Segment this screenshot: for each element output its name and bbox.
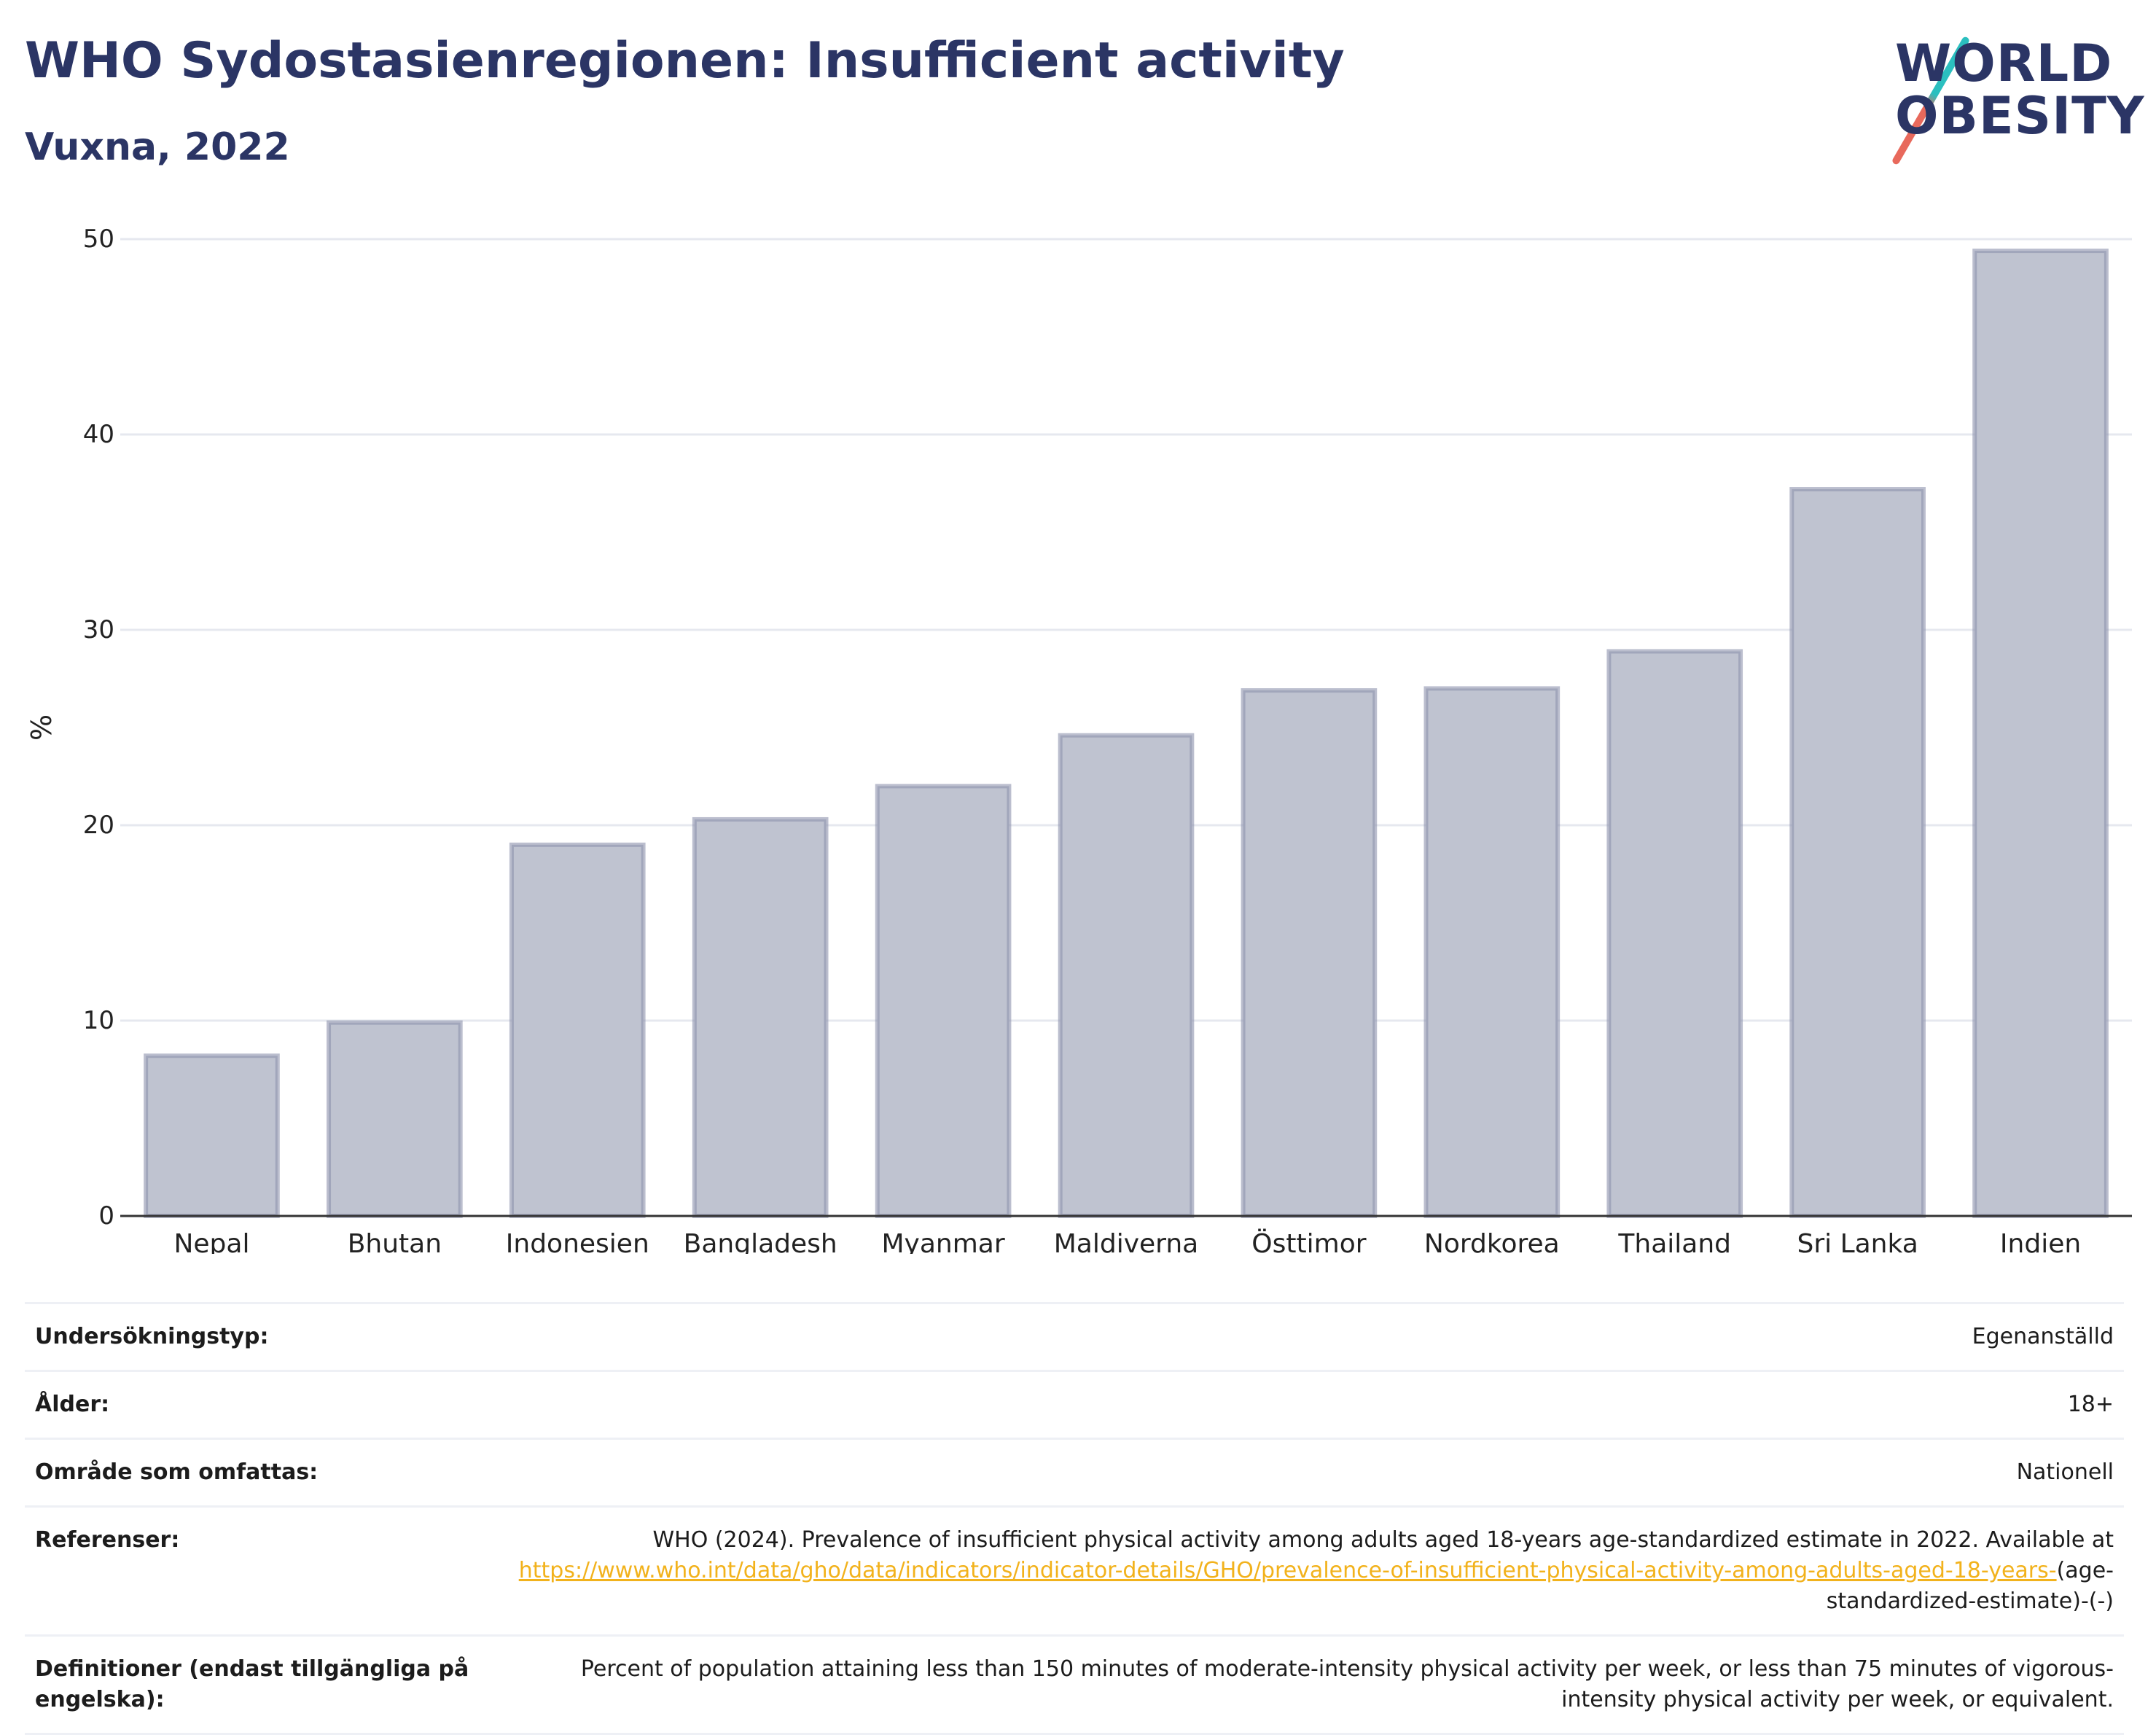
logo-text-line1: WORLD — [1895, 34, 2113, 93]
row-value: Egenanställd — [1972, 1324, 2114, 1349]
row-value: 18+ — [2067, 1392, 2114, 1417]
x-tick-label: Indien — [2000, 1229, 2081, 1254]
info-table: Undersökningstyp: Egenanställd Ålder: 18… — [25, 1302, 2124, 1735]
y-tick-label: 40 — [83, 420, 114, 449]
row-value: Percent of population attaining less tha… — [580, 1656, 2114, 1712]
bar — [875, 784, 1012, 1218]
bar — [327, 1020, 463, 1219]
bar — [1241, 688, 1378, 1218]
reference-suffix: (age-standardized-estimate)-(-) — [1826, 1558, 2114, 1614]
x-tick-label: Bhutan — [348, 1229, 442, 1254]
x-tick-label: Bangladesh — [684, 1229, 837, 1254]
page-subtitle: Vuxna, 2022 — [25, 125, 290, 169]
y-tick-label: 10 — [83, 1006, 114, 1035]
x-tick-label: Maldiverna — [1054, 1229, 1198, 1254]
row-label: Definitioner (endast tillgängliga på eng… — [35, 1656, 469, 1712]
chart-svg: 0 10 20 30 40 50% Nepal Bhutan Indonesien Banglad… — [26, 225, 2132, 1254]
y-axis-label: % — [26, 714, 58, 741]
y-tick-label: 30 — [83, 615, 114, 644]
reference-text: WHO (2024). Prevalence of insufficient p… — [652, 1527, 2114, 1553]
table-row: Definitioner (endast tillgängliga på eng… — [25, 1634, 2124, 1735]
x-tick-label: Thailand — [1617, 1229, 1731, 1254]
x-tick-label: Sri Lanka — [1797, 1229, 1918, 1254]
page-title: WHO Sydostasienregionen: Insufficient ac… — [25, 32, 1345, 90]
bar — [144, 1053, 280, 1218]
logo-text-line2: OBESITY — [1895, 86, 2145, 146]
row-label: Ålder: — [35, 1392, 110, 1417]
bar — [1423, 686, 1561, 1218]
x-tick-label: Östtimor — [1251, 1228, 1366, 1254]
x-tick-label: Nepal — [173, 1229, 249, 1254]
bar — [1606, 649, 1743, 1218]
row-label: Undersökningstyp: — [35, 1324, 269, 1349]
table-row: Ålder: 18+ — [25, 1370, 2124, 1438]
reference-link[interactable]: https://www.who.int/data/gho/data/indica… — [518, 1558, 2057, 1583]
x-tick-label: Indonesien — [506, 1229, 649, 1254]
row-value: Nationell — [2016, 1459, 2114, 1485]
x-tick-label: Nordkorea — [1424, 1229, 1560, 1254]
bar-chart: 0 10 20 30 40 50% Nepal Bhutan Indonesien Banglad… — [0, 190, 2156, 1254]
bar — [509, 842, 646, 1218]
table-row: Område som omfattas: Nationell — [25, 1438, 2124, 1505]
x-tick-label: Myanmar — [882, 1229, 1005, 1254]
bar — [1058, 733, 1195, 1218]
y-tick-label: 0 — [98, 1201, 114, 1231]
bar — [692, 816, 829, 1218]
bar — [1972, 249, 2109, 1219]
y-tick-label: 50 — [83, 225, 114, 254]
world-obesity-logo: WORLD OBESITY — [1891, 34, 2144, 166]
table-row: Undersökningstyp: Egenanställd — [25, 1302, 2124, 1370]
row-label: Område som omfattas: — [35, 1459, 319, 1485]
bar — [1789, 487, 1926, 1219]
row-value: WHO (2024). Prevalence of insufficient p… — [487, 1525, 2114, 1617]
row-label: Referenser: — [35, 1527, 180, 1553]
y-tick-label: 20 — [83, 811, 114, 840]
table-row: Referenser: WHO (2024). Prevalence of in… — [25, 1505, 2124, 1634]
